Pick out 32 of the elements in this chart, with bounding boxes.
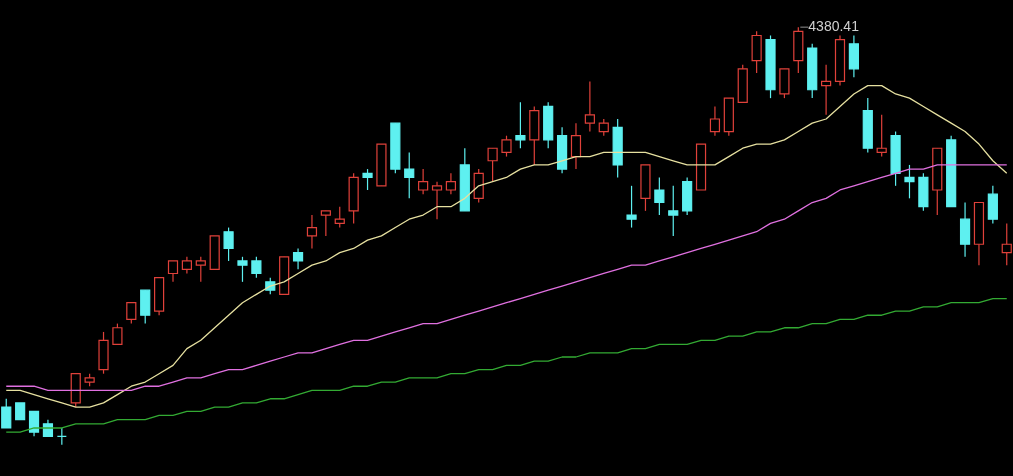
candlestick <box>112 323 123 346</box>
candlestick <box>876 114 887 158</box>
candlestick <box>306 214 318 250</box>
candlestick <box>126 302 137 325</box>
candlestick <box>1 398 12 429</box>
candlestick <box>418 168 429 195</box>
candlestick <box>223 226 234 262</box>
candlestick <box>584 80 595 133</box>
candlestick <box>404 151 415 199</box>
candlestick <box>487 147 498 183</box>
candlestick <box>445 172 457 195</box>
annotation: 4380.41 <box>808 18 860 35</box>
candlestick <box>904 164 915 199</box>
candlestick <box>821 64 832 116</box>
candlestick <box>668 185 679 237</box>
candlestick <box>292 247 304 270</box>
candlestick <box>167 260 179 283</box>
candlestick <box>251 256 262 279</box>
candlestick <box>237 256 248 283</box>
candlestick <box>515 101 526 149</box>
candlestick <box>28 410 40 437</box>
candlestick <box>1001 222 1012 266</box>
candlestick <box>195 256 206 283</box>
candlestick <box>320 210 331 237</box>
candlestick <box>362 168 373 191</box>
candlestick <box>334 206 345 229</box>
candlestick <box>709 105 721 137</box>
candlestick <box>626 185 637 229</box>
candlestick <box>501 135 512 158</box>
candlestick <box>570 122 582 170</box>
candlestick <box>431 181 443 220</box>
candlestick <box>654 176 665 216</box>
